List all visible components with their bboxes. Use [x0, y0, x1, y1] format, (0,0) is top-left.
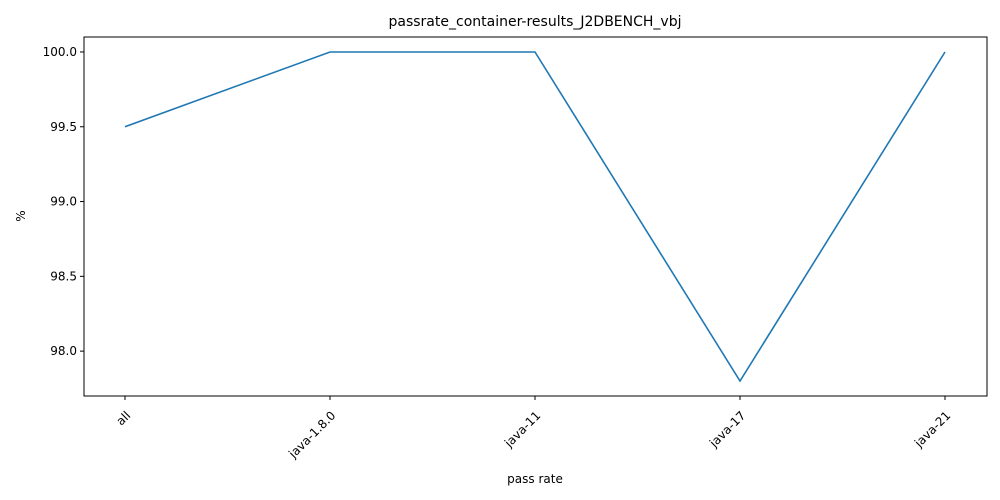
- y-tick-label: 98.5: [50, 269, 77, 283]
- y-tick-label: 99.0: [50, 195, 77, 209]
- series-lines: [124, 51, 946, 383]
- y-tick-label: 100.0: [43, 45, 77, 59]
- chart-title: passrate_container-results_J2DBENCH_vbj: [389, 14, 682, 30]
- plot-frame: [83, 36, 988, 397]
- y-tick-label: 98.0: [50, 344, 77, 358]
- y-tick-label: 99.5: [50, 120, 77, 134]
- y-ticks: 98.0 98.5 99.0 99.5 100.0: [43, 45, 84, 358]
- y-axis-label: %: [14, 210, 28, 221]
- series-line: [124, 51, 946, 383]
- x-axis-label: pass rate: [507, 472, 563, 486]
